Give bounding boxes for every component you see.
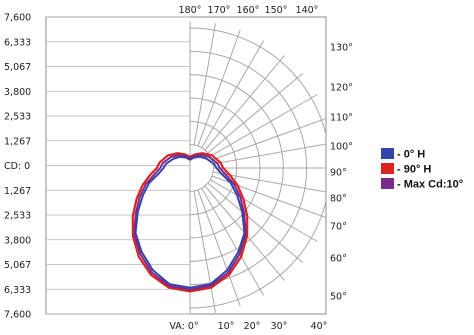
left-axis-label: CD: 0 xyxy=(4,161,30,172)
top-angle-label: 160° xyxy=(237,5,260,16)
bottom-angle-label: 30° xyxy=(271,321,288,332)
series-curve-1 xyxy=(131,152,249,293)
bottom-angle-label: 10° xyxy=(218,321,235,332)
angle-labels: 180° 170° 160° 150° 140° 130° 120° 110° 100° 90° 8… xyxy=(169,5,353,332)
grid-spoke xyxy=(209,94,318,157)
right-angle-label: 80° xyxy=(330,194,347,205)
right-angle-label: 60° xyxy=(330,254,347,265)
left-axis-labels: 7,600 6,333 5,067 3,800 2,533 1,267 CD: 0 1,267… xyxy=(4,13,31,321)
grid-ring xyxy=(189,27,326,309)
grid-spoke xyxy=(207,182,303,263)
left-axis-label: 6,333 xyxy=(4,285,31,296)
grid-spoke xyxy=(209,179,318,242)
left-axis-label: 5,067 xyxy=(4,260,31,271)
grid-spoke xyxy=(211,117,326,161)
right-angle-label: 90° xyxy=(330,168,347,179)
chart-grid xyxy=(45,16,327,315)
grid-spoke xyxy=(193,190,217,313)
grid-spoke xyxy=(204,55,285,151)
left-axis-label: 2,533 xyxy=(4,211,31,222)
right-angle-label: 110° xyxy=(330,113,353,124)
grid-spoke xyxy=(201,187,264,296)
legend-label: - 90° H xyxy=(397,164,431,176)
legend-swatch xyxy=(381,148,394,159)
left-axis-label: 3,800 xyxy=(4,235,31,246)
bottom-angle-label: 20° xyxy=(244,321,261,332)
grid-spoke xyxy=(212,171,326,193)
legend-label: - 0° H xyxy=(397,149,425,161)
left-axis-label: 1,267 xyxy=(4,186,31,197)
grid-spoke xyxy=(201,40,264,149)
grid-spoke xyxy=(193,23,217,146)
bottom-angle-label: 40° xyxy=(311,321,328,332)
right-angle-label: 120° xyxy=(330,83,353,94)
top-angle-label: 170° xyxy=(208,5,231,16)
left-axis-label: 7,600 xyxy=(4,13,31,24)
grid-spoke xyxy=(197,189,241,307)
series-curve-2 xyxy=(133,154,247,291)
legend-swatch xyxy=(381,163,394,174)
right-angle-label: 100° xyxy=(330,142,353,153)
left-axis-label: 2,533 xyxy=(4,112,31,123)
series-curves xyxy=(131,152,249,293)
grid-spoke xyxy=(207,73,303,154)
left-axis-label: 3,800 xyxy=(4,87,31,98)
grid-ring xyxy=(189,144,214,192)
top-angle-label: 150° xyxy=(265,5,288,16)
legend-label: - Max Cd:10° xyxy=(397,179,463,191)
bottom-angle-label: VA: 0° xyxy=(169,321,198,332)
grid-spoke xyxy=(197,29,241,147)
series-curve-0 xyxy=(134,155,246,289)
right-angle-label: 50° xyxy=(330,292,347,303)
grid-spoke xyxy=(212,143,326,165)
legend-swatch xyxy=(381,178,394,189)
top-angle-label: 180° xyxy=(179,5,202,16)
left-axis-label: 6,333 xyxy=(4,37,31,48)
left-axis-label: 1,267 xyxy=(4,136,31,147)
legend: - 0° H - 90° H - Max Cd:10° xyxy=(381,148,463,191)
top-angle-label: 140° xyxy=(296,5,319,16)
left-axis-label: 7,600 xyxy=(4,310,31,321)
right-angle-label: 130° xyxy=(330,43,353,54)
right-angle-label: 70° xyxy=(330,222,347,233)
left-axis-label: 5,067 xyxy=(4,62,31,73)
